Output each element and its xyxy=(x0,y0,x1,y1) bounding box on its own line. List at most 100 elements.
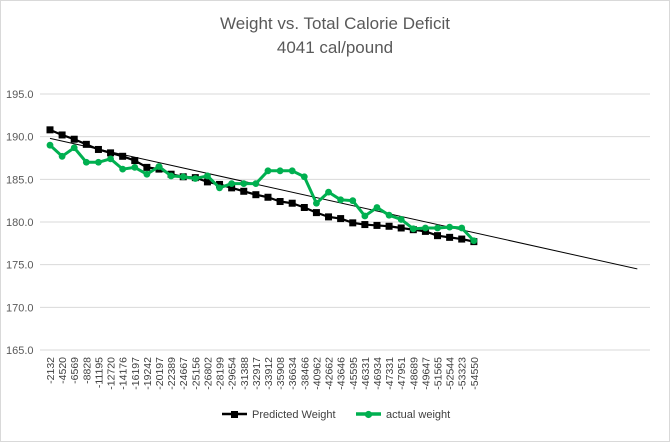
legend-item-predicted-weight[interactable]: Predicted Weight xyxy=(222,409,336,421)
data-point xyxy=(325,188,332,196)
x-tick-label: -49647 xyxy=(420,357,432,390)
data-point xyxy=(349,197,357,205)
data-point xyxy=(361,212,369,220)
data-point xyxy=(288,167,296,175)
x-tick-label: -46331 xyxy=(360,357,372,390)
x-tick-label: -54550 xyxy=(469,357,481,390)
series-actual-weight xyxy=(46,141,478,245)
data-point xyxy=(203,178,211,186)
data-point xyxy=(107,155,114,163)
x-tick-label: -19242 xyxy=(142,357,154,390)
data-point xyxy=(167,172,175,180)
data-point xyxy=(421,227,429,235)
x-tick-label: -35908 xyxy=(275,357,287,390)
x-tick-label: -47331 xyxy=(384,357,396,390)
data-point xyxy=(94,145,102,153)
x-tick-label: -26802 xyxy=(202,357,214,390)
x-tick-label: -12720 xyxy=(106,357,118,390)
data-point xyxy=(337,215,345,223)
x-tick-label: -24667 xyxy=(178,357,190,390)
data-point xyxy=(264,193,272,201)
legend: Predicted Weight actual weight xyxy=(222,409,450,421)
x-tick-label: -42662 xyxy=(324,357,336,390)
x-tick-label: -20197 xyxy=(154,357,166,390)
data-point xyxy=(434,224,441,232)
x-tick-label: -52544 xyxy=(445,357,457,390)
data-point xyxy=(276,167,284,175)
x-tick-label: -6569 xyxy=(69,357,81,384)
x-tick-label: -43646 xyxy=(336,357,348,390)
legend-label-predicted-weight: Predicted Weight xyxy=(252,409,336,421)
data-point xyxy=(46,141,54,149)
data-point xyxy=(397,224,405,232)
data-point xyxy=(131,163,139,171)
y-tick-label: 195.0 xyxy=(6,89,34,101)
y-tick-label: 170.0 xyxy=(6,302,34,314)
data-point xyxy=(95,158,102,166)
data-point xyxy=(107,149,115,157)
x-tick-label: -48689 xyxy=(408,357,420,390)
data-point xyxy=(264,167,272,175)
x-tick-label: -25156 xyxy=(190,357,202,390)
x-tick-label: -45595 xyxy=(348,357,360,390)
x-tick-label: -31388 xyxy=(239,357,251,390)
legend-label-actual-weight: actual weight xyxy=(386,409,450,421)
data-point xyxy=(143,170,151,178)
data-point xyxy=(179,173,187,181)
data-point xyxy=(373,221,381,229)
x-tick-label: -38466 xyxy=(299,357,311,390)
x-tick-label: -22389 xyxy=(166,357,178,390)
data-point xyxy=(446,233,454,241)
x-tick-label: -29654 xyxy=(227,357,239,390)
data-point xyxy=(349,219,357,227)
y-axis-tick-labels: 165.0 170.0 175.0 180.0 185.0 190.0 195.0 xyxy=(6,89,34,357)
data-point xyxy=(446,223,454,231)
data-point xyxy=(216,184,223,192)
data-point xyxy=(385,222,393,230)
x-tick-label: -2132 xyxy=(45,357,57,384)
data-point xyxy=(373,204,381,211)
data-point xyxy=(240,180,248,188)
x-tick-label: -4520 xyxy=(57,357,69,384)
trendline xyxy=(49,137,638,270)
data-point xyxy=(58,152,66,160)
data-point xyxy=(143,163,151,171)
y-tick-label: 180.0 xyxy=(6,217,34,229)
data-point xyxy=(312,209,320,217)
x-tick-label: -33912 xyxy=(263,357,275,390)
x-tick-label: -14176 xyxy=(118,357,130,390)
x-tick-label: -28199 xyxy=(215,357,227,390)
data-point xyxy=(240,187,248,195)
x-tick-label: -8828 xyxy=(81,357,93,384)
x-tick-label: -16197 xyxy=(130,357,142,390)
data-point xyxy=(82,140,90,148)
data-point xyxy=(337,196,345,204)
data-point xyxy=(361,221,369,229)
data-point xyxy=(119,165,127,173)
y-tick-label: 185.0 xyxy=(6,174,34,186)
data-point xyxy=(252,191,260,199)
data-point xyxy=(228,184,236,192)
data-point xyxy=(409,225,417,233)
data-point xyxy=(252,180,260,188)
chart-title: Weight vs. Total Calorie Deficit xyxy=(220,14,450,33)
data-point xyxy=(131,157,139,165)
legend-item-actual-weight[interactable]: actual weight xyxy=(356,409,450,421)
data-point xyxy=(155,163,163,170)
data-point xyxy=(470,237,478,245)
x-tick-label: -32917 xyxy=(251,357,263,390)
data-point xyxy=(458,235,466,243)
x-tick-label: -36634 xyxy=(287,357,299,390)
data-point xyxy=(46,126,54,134)
data-point xyxy=(325,213,333,221)
data-point xyxy=(288,199,296,207)
y-tick-label: 190.0 xyxy=(6,132,34,144)
x-tick-label: -53323 xyxy=(457,357,469,390)
trendline-line xyxy=(49,137,638,270)
data-point xyxy=(397,216,405,223)
data-point xyxy=(458,224,466,232)
data-point xyxy=(276,198,284,206)
x-tick-label: -51565 xyxy=(433,357,445,390)
data-point xyxy=(58,131,66,139)
